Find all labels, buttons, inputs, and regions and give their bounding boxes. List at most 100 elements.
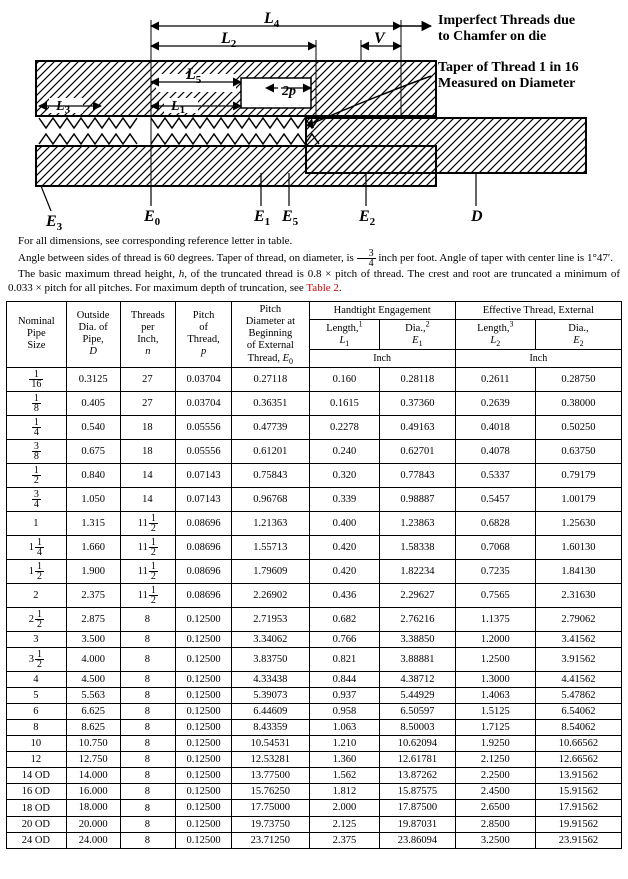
cell-od: 2.875 [66,607,120,631]
cell-od: 8.625 [66,719,120,735]
cell-od: 12.750 [66,752,120,768]
cell-tpi: 8 [120,719,176,735]
svg-text:L4: L4 [263,10,280,30]
cell-l1: 0.682 [309,607,379,631]
cell-e0: 0.96768 [232,487,310,511]
cell-tpi: 14 [120,487,176,511]
cell-od: 16.000 [66,784,120,800]
cell-e0: 3.34062 [232,631,310,647]
cell-l2: 1.5125 [455,703,535,719]
cell-nps: 16 OD [7,784,67,800]
cell-p: 0.12500 [176,832,232,848]
cell-nps: 212 [7,607,67,631]
cell-nps: 8 [7,719,67,735]
cell-l1: 1.210 [309,736,379,752]
cell-p: 0.12500 [176,607,232,631]
cell-e0: 2.26902 [232,583,310,607]
table-row: 3124.00080.125003.837500.8213.888811.250… [7,647,622,671]
table2-link[interactable]: Table 2 [306,282,339,294]
cell-p: 0.07143 [176,463,232,487]
cell-l2: 2.1250 [455,752,535,768]
cell-nps: 112 [7,559,67,583]
hdr-e0: PitchDiameter atBeginningof ExternalThre… [232,302,310,367]
hdr-l1: Length,1L1 [309,320,379,350]
cell-l2: 1.4063 [455,687,535,703]
table-row: 88.62580.125008.433591.0638.500031.71258… [7,719,622,735]
cell-e1: 1.58338 [380,535,456,559]
cell-tpi: 18 [120,415,176,439]
cell-od: 1.900 [66,559,120,583]
cell-e2: 0.79179 [535,463,621,487]
cell-e1: 6.50597 [380,703,456,719]
cell-p: 0.07143 [176,487,232,511]
cell-tpi: 8 [120,816,176,832]
table-row: 18 OD18.00080.1250017.750002.00017.87500… [7,800,622,816]
cell-e2: 17.91562 [535,800,621,816]
hdr-tpi: ThreadsperInch,n [120,302,176,367]
svg-text:E5: E5 [281,208,299,228]
cell-l1: 0.937 [309,687,379,703]
hdr-l2: Length,3L2 [455,320,535,350]
cell-e2: 15.91562 [535,784,621,800]
cell-e0: 10.54531 [232,736,310,752]
cell-nps: 14 [7,415,67,439]
cell-e1: 12.61781 [380,752,456,768]
cell-l2: 0.2639 [455,391,535,415]
cell-p: 0.08696 [176,511,232,535]
cell-l2: 1.9250 [455,736,535,752]
cell-p: 0.12500 [176,719,232,735]
cell-l2: 0.2611 [455,367,535,391]
svg-text:L2: L2 [220,30,237,50]
cell-od: 1.660 [66,535,120,559]
cell-l2: 0.4078 [455,439,535,463]
table-row: 1010.75080.1250010.545311.21010.620941.9… [7,736,622,752]
svg-text:D: D [470,208,483,225]
cell-p: 0.05556 [176,439,232,463]
cell-tpi: 8 [120,768,176,784]
cell-l1: 2.000 [309,800,379,816]
cell-nps: 3 [7,631,67,647]
cell-e0: 1.55713 [232,535,310,559]
table-row: 55.56380.125005.390730.9375.449291.40635… [7,687,622,703]
cell-e0: 0.27118 [232,367,310,391]
cell-l2: 1.2000 [455,631,535,647]
cell-e0: 12.53281 [232,752,310,768]
cell-e1: 19.87031 [380,816,456,832]
hdr-e2: Dia.,E2 [535,320,621,350]
cell-nps: 10 [7,736,67,752]
cell-e2: 2.79062 [535,607,621,631]
cell-nps: 116 [7,367,67,391]
cell-e1: 8.50003 [380,719,456,735]
cell-od: 2.375 [66,583,120,607]
svg-text:E2: E2 [358,208,376,228]
cell-p: 0.12500 [176,752,232,768]
cell-l2: 1.3000 [455,671,535,687]
table-body: 1160.3125270.037040.271180.1600.281180.2… [7,367,622,848]
cell-e2: 2.31630 [535,583,621,607]
cell-l1: 0.320 [309,463,379,487]
cell-nps: 6 [7,703,67,719]
cell-e2: 1.00179 [535,487,621,511]
cell-e2: 0.50250 [535,415,621,439]
cell-nps: 114 [7,535,67,559]
cell-e2: 0.38000 [535,391,621,415]
cell-e2: 3.41562 [535,631,621,647]
cell-tpi: 1112 [120,583,176,607]
note-line-2a: Angle between sides of thread is 60 degr… [18,252,357,264]
cell-e0: 4.33438 [232,671,310,687]
cell-od: 4.000 [66,647,120,671]
table-row: 66.62580.125006.446090.9586.505971.51256… [7,703,622,719]
cell-e0: 1.79609 [232,559,310,583]
cell-nps: 34 [7,487,67,511]
cell-e0: 8.43359 [232,719,310,735]
cell-l2: 0.7235 [455,559,535,583]
cell-nps: 1 [7,511,67,535]
svg-text:Taper of Thread 1 in 16 Me: Taper of Thread 1 in 16 Measured on Diam… [438,60,582,91]
cell-tpi: 8 [120,631,176,647]
cell-l1: 0.240 [309,439,379,463]
cell-l1: 0.766 [309,631,379,647]
cell-nps: 18 [7,391,67,415]
table-row: 11.31511120.086961.213630.4001.238630.68… [7,511,622,535]
cell-l1: 0.821 [309,647,379,671]
cell-nps: 12 [7,752,67,768]
